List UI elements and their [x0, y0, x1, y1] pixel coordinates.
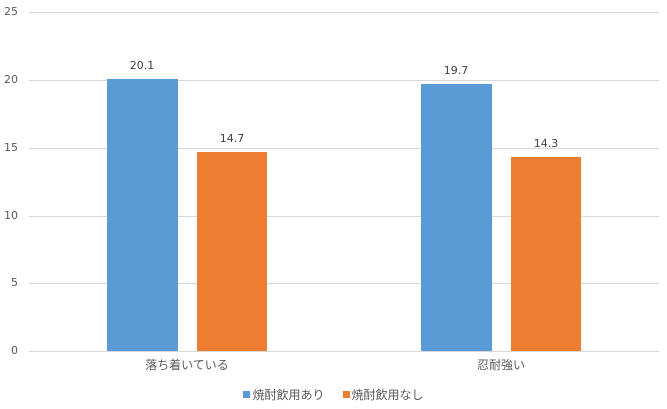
gridline-15 [29, 148, 659, 149]
category-label-2: 忍耐強い [476, 358, 525, 372]
y-tick-15: 15 [4, 141, 18, 154]
gridline-5 [29, 283, 659, 284]
gridline-10 [29, 216, 659, 217]
bar-group1-series2 [197, 152, 267, 351]
legend-item-series1: 焼酎飲用あり [243, 386, 325, 403]
data-label-group2-series1: 19.7 [443, 64, 469, 77]
x-axis-line [29, 351, 659, 352]
legend-label-series2: 焼酎飲用なし [351, 388, 424, 402]
y-tick-20: 20 [4, 73, 18, 86]
y-tick-5: 5 [11, 276, 18, 289]
bar-group2-series1 [421, 84, 492, 351]
y-tick-10: 10 [4, 209, 18, 222]
bar-group2-series2 [511, 157, 581, 351]
data-label-group1-series2: 14.7 [219, 132, 245, 145]
data-label-group1-series1: 20.1 [129, 59, 155, 72]
legend-label-series1: 焼酎飲用あり [252, 388, 325, 402]
y-tick-0: 0 [11, 344, 18, 357]
y-tick-25: 25 [4, 5, 18, 18]
legend-swatch-orange-icon [342, 391, 350, 398]
legend: 焼酎飲用あり 焼酎飲用なし [0, 386, 667, 403]
bar-group1-series1 [107, 79, 178, 351]
gridline-20 [29, 80, 659, 81]
legend-item-series2: 焼酎飲用なし [342, 386, 424, 403]
data-label-group2-series2: 14.3 [533, 137, 559, 150]
gridline-25 [29, 12, 659, 13]
category-label-1: 落ち着いている [145, 358, 229, 372]
legend-swatch-blue-icon [243, 391, 251, 398]
